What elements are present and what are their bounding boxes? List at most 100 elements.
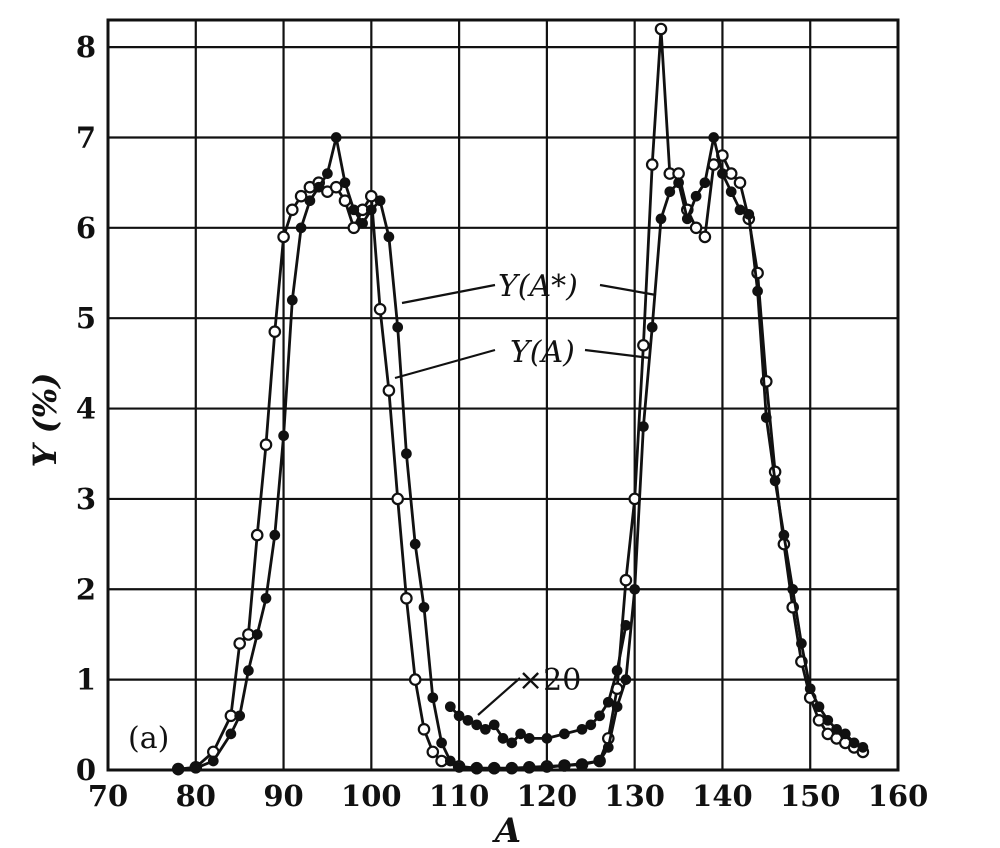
y-tick-label: 5 <box>76 301 96 335</box>
data-point <box>374 195 386 207</box>
data-point <box>619 573 633 587</box>
data-point <box>357 217 368 229</box>
data-point <box>330 132 342 143</box>
data-point <box>462 714 474 726</box>
data-point <box>278 430 289 442</box>
series-2 <box>444 620 632 749</box>
data-point <box>260 592 272 604</box>
data-point <box>251 629 263 640</box>
y-tick-label: 7 <box>76 120 96 154</box>
data-point <box>620 674 632 685</box>
data-point <box>831 723 842 735</box>
x-tick-label: 80 <box>176 779 216 813</box>
data-point <box>444 701 456 713</box>
data-point <box>698 230 712 244</box>
data-point <box>602 742 614 753</box>
data-point <box>645 158 659 171</box>
data-point <box>822 714 834 726</box>
tick-labels: 70 80 90 100 110 120 130 140 150 160 0 1 2 3 4 5 6 7 8 <box>76 30 928 813</box>
data-point <box>857 742 869 753</box>
data-point <box>392 321 404 333</box>
data-point <box>646 321 658 333</box>
data-point <box>787 583 799 595</box>
data-point <box>769 475 781 487</box>
data-point <box>295 222 307 234</box>
data-point <box>523 733 535 744</box>
data-point <box>322 168 333 179</box>
data-point <box>426 745 440 759</box>
x-tick-label: 70 <box>88 779 128 813</box>
annotation-leader-filled-right <box>584 348 651 360</box>
data-point <box>602 696 614 708</box>
data-point <box>480 723 491 735</box>
annotation-leader-x20 <box>477 677 521 716</box>
data-point <box>285 203 299 217</box>
data-point <box>708 132 720 143</box>
data-point <box>611 701 623 713</box>
data-point <box>277 230 290 244</box>
data-point <box>365 204 377 216</box>
data-point <box>717 168 728 179</box>
data-point <box>813 701 825 713</box>
data-point <box>250 528 264 542</box>
data-point <box>348 204 360 216</box>
data-point <box>611 665 623 676</box>
grid <box>106 20 900 772</box>
data-point <box>804 683 816 695</box>
data-point <box>699 177 711 189</box>
annotations: Y(A*) Y(A) ×20 <box>394 269 657 716</box>
x-tick-label: 120 <box>517 779 578 813</box>
data-point <box>690 190 702 202</box>
annotation-filled-series: Y(A) <box>510 335 575 370</box>
data-point <box>417 722 431 736</box>
data-point <box>778 529 790 541</box>
data-point <box>689 221 703 235</box>
y-tick-label: 0 <box>76 753 96 787</box>
data-point <box>637 338 650 352</box>
y-tick-label: 6 <box>76 211 96 245</box>
data-point <box>848 737 860 749</box>
y-tick-label: 1 <box>76 663 96 697</box>
data-point <box>760 412 772 423</box>
x-tick-label: 130 <box>604 779 665 813</box>
data-point <box>294 189 308 203</box>
y-tick-label: 2 <box>76 572 96 606</box>
x-tick-label: 160 <box>868 779 929 813</box>
y-tick-label: 3 <box>76 482 96 516</box>
data-point <box>576 758 588 770</box>
data-point <box>743 208 755 220</box>
data-point <box>541 733 553 744</box>
data-point <box>725 186 737 198</box>
x-tick-label: 100 <box>341 779 402 813</box>
data-point <box>796 638 807 649</box>
data-point <box>506 737 518 749</box>
data-point <box>391 492 404 506</box>
data-point <box>629 583 641 595</box>
data-point <box>207 755 219 767</box>
data-point <box>233 637 246 650</box>
data-point <box>234 710 246 722</box>
y-tick-label: 8 <box>76 30 96 64</box>
data-point <box>408 673 422 686</box>
data-point <box>752 285 763 297</box>
data-point <box>672 167 685 180</box>
annotation-leader-open-right <box>599 283 657 297</box>
x-tick-label: 150 <box>780 779 841 813</box>
series-layer <box>171 22 870 776</box>
data-point <box>585 719 597 731</box>
data-point <box>382 384 396 397</box>
data-point <box>654 22 668 36</box>
data-point <box>655 213 667 225</box>
data-point <box>409 538 421 550</box>
annotation-x20: ×20 <box>518 663 581 698</box>
annotation-leader-filled <box>394 348 496 380</box>
data-point <box>269 529 281 541</box>
data-point <box>839 728 851 740</box>
data-point <box>427 692 439 704</box>
data-point <box>664 186 676 198</box>
data-point <box>734 204 746 216</box>
annotation-leader-open <box>401 283 496 305</box>
data-point <box>515 728 526 740</box>
data-point <box>313 181 325 193</box>
